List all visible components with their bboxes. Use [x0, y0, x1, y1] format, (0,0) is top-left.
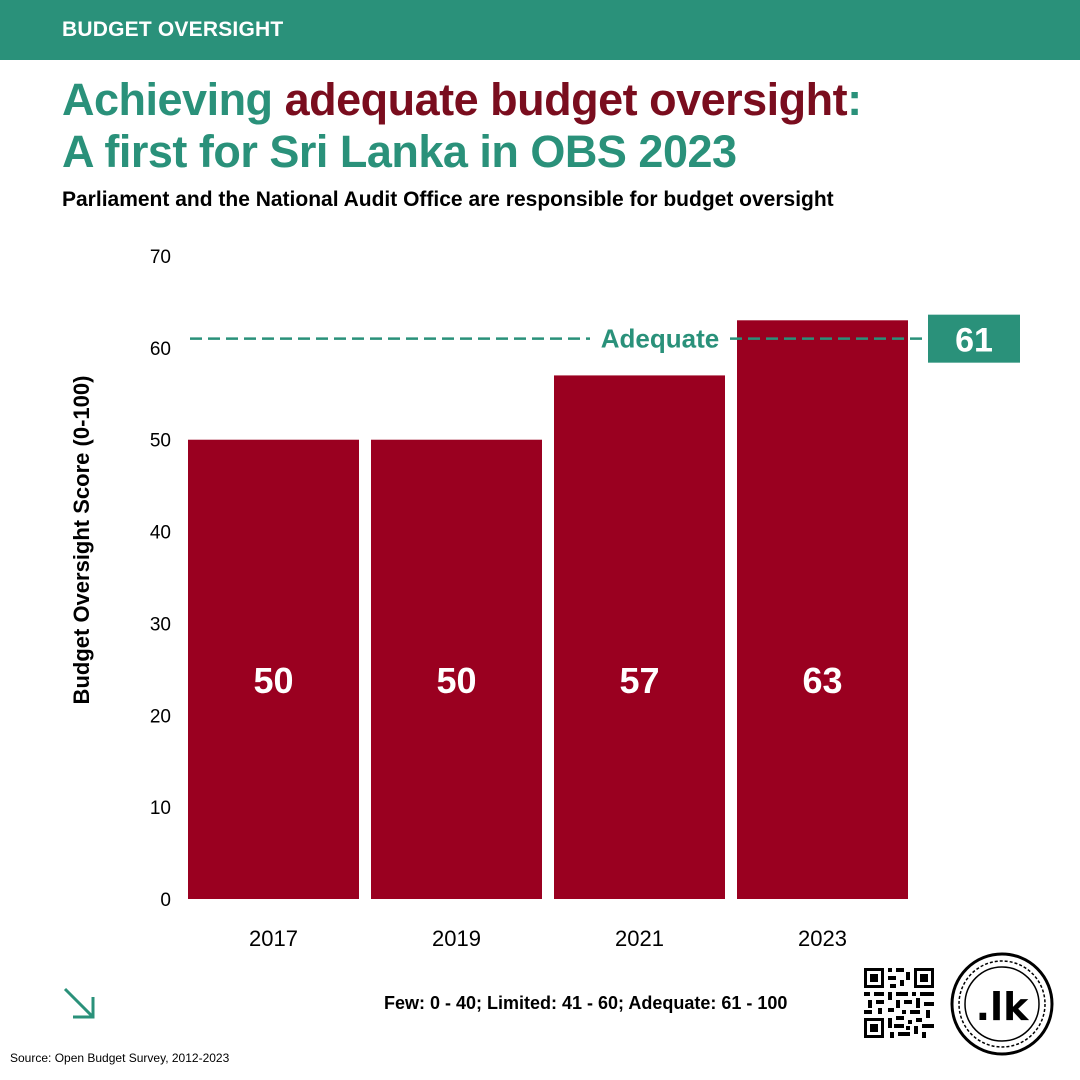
title-part1: Achieving	[62, 74, 285, 125]
arrow-down-right-icon	[63, 987, 95, 1019]
header-bar: BUDGET OVERSIGHT	[0, 0, 1080, 60]
bar-value-label: 63	[802, 660, 842, 701]
threshold-value-badge	[928, 314, 1020, 363]
x-tick-label: 2017	[249, 926, 298, 951]
bar	[554, 375, 725, 899]
section-label: BUDGET OVERSIGHT	[62, 18, 284, 41]
y-tick-label: 30	[150, 614, 171, 635]
x-tick-label: 2021	[615, 926, 664, 951]
y-tick-label: 60	[150, 339, 171, 360]
y-tick-label: 10	[150, 798, 171, 819]
bar-value-label: 50	[436, 660, 476, 701]
title-line2: A first for Sri Lanka in OBS 2023	[62, 126, 737, 177]
qr-code-icon	[862, 966, 936, 1040]
bar	[371, 439, 542, 899]
y-axis-label: Budget Oversight Score (0-100)	[69, 375, 94, 705]
source-note: Source: Open Budget Survey, 2012-2023	[10, 1051, 230, 1065]
title-part3: :	[847, 74, 862, 125]
bar-chart: 0 10 20 30 40 50 60 70 50 2017 50 2019 57 2021 63 2023 A…	[150, 247, 1020, 951]
x-tick-label: 2019	[432, 926, 481, 951]
threshold-value-label: 61	[955, 322, 993, 360]
y-tick-label: 0	[160, 890, 171, 911]
seal-text: .lk	[976, 985, 1029, 1029]
y-tick-label: 50	[150, 431, 171, 452]
subtitle: Parliament and the National Audit Office…	[62, 188, 834, 211]
y-tick-label: 70	[150, 247, 171, 268]
y-tick-label: 20	[150, 706, 171, 727]
bar-value-label: 57	[619, 660, 659, 701]
bar-value-label: 50	[253, 660, 293, 701]
y-tick-label: 40	[150, 523, 171, 544]
bar	[188, 439, 359, 899]
legend-note: Few: 0 - 40; Limited: 41 - 60; Adequate:…	[384, 993, 788, 1013]
threshold-label: Adequate	[601, 324, 719, 354]
dotlk-seal-icon: .lk	[950, 952, 1054, 1056]
x-tick-label: 2023	[798, 926, 847, 951]
page-title: Achieving adequate budget oversight: A fi…	[62, 74, 862, 178]
bar	[737, 320, 908, 899]
title-accent: adequate budget oversight	[284, 74, 848, 125]
